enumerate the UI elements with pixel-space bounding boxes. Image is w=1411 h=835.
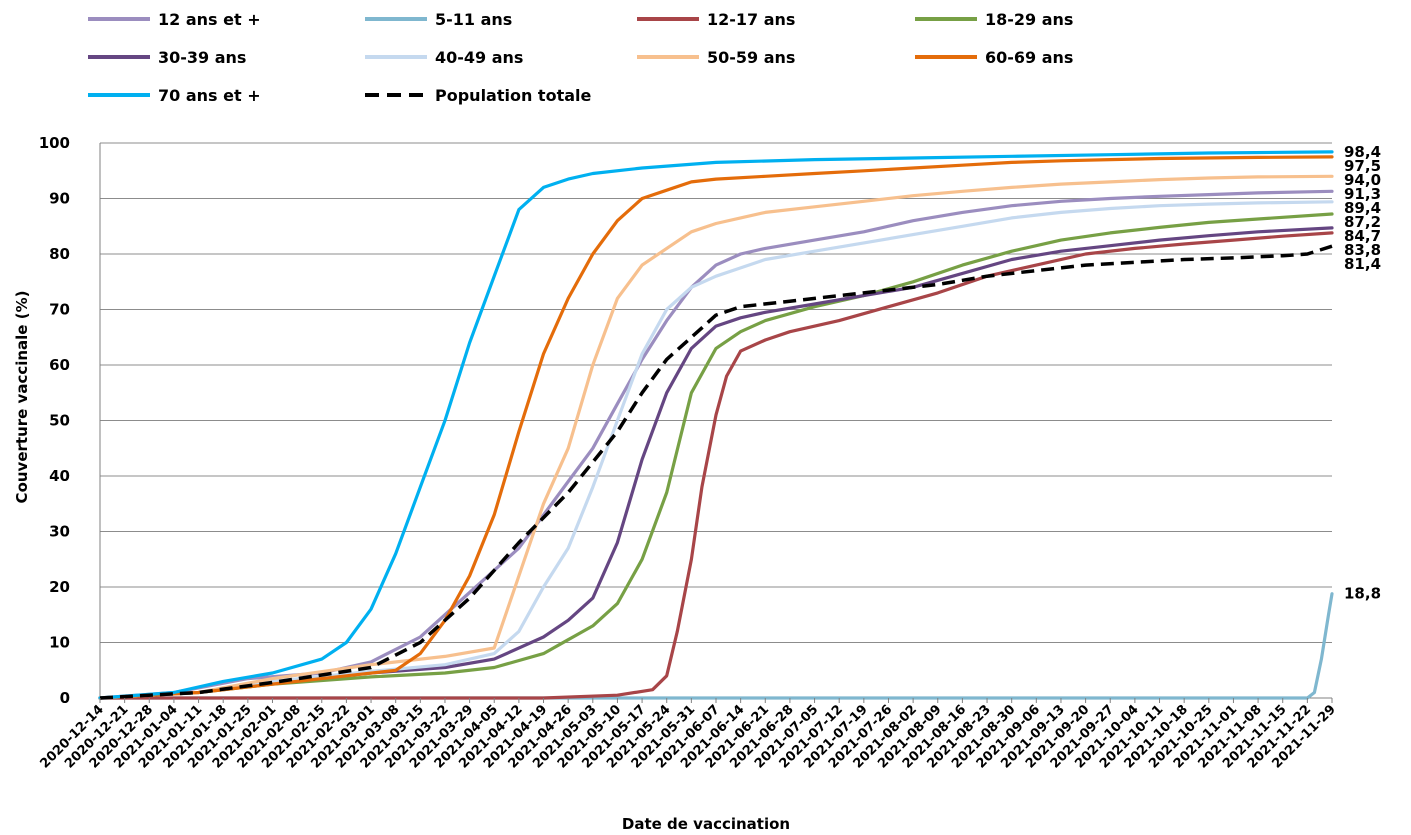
series-line-6 (98, 174, 1334, 700)
legend-label: 50-59 ans (707, 48, 795, 67)
legend-label: 70 ans et + (158, 86, 261, 105)
x-axis-ticks: 2020-12-142020-12-212020-12-282021-01-04… (37, 698, 1339, 772)
y-tick-label: 10 (49, 634, 70, 652)
y-tick-label: 100 (39, 134, 70, 152)
y-tick-label: 90 (49, 190, 70, 208)
series-end-label: 94,0 (1344, 171, 1381, 189)
legend-label: 40-49 ans (435, 48, 523, 67)
legend-label: 30-39 ans (158, 48, 246, 67)
series-line-0 (98, 189, 1334, 700)
series-line-8 (98, 150, 1334, 700)
y-tick-label: 60 (49, 356, 70, 374)
x-axis-title: Date de vaccination (622, 815, 790, 833)
y-axis-ticks: 0 10 20 30 40 50 60 70 80 90 100 (39, 134, 70, 707)
end-labels: 98,497,594,091,389,487,284,783,881,4 18,8 (1344, 143, 1381, 603)
series-line-3 (98, 212, 1334, 700)
series-end-label: 18,8 (1344, 585, 1381, 603)
y-tick-label: 0 (60, 689, 70, 707)
y-axis-title: Couverture vaccinale (%) (13, 291, 31, 504)
legend-label: 12-17 ans (707, 10, 795, 29)
y-tick-label: 50 (49, 412, 70, 430)
series-end-label: 97,5 (1344, 157, 1381, 175)
legend-label: 12 ans et + (158, 10, 261, 29)
y-tick-label: 40 (49, 467, 70, 485)
y-tick-label: 30 (49, 523, 70, 541)
series-line-7 (98, 155, 1334, 700)
legend: 12 ans et + 5-11 ans 12-17 ans 18-29 ans 30-… (88, 10, 1073, 105)
series-end-label: 84,7 (1344, 227, 1381, 245)
series-end-label: 83,8 (1344, 241, 1381, 259)
legend-label: 60-69 ans (985, 48, 1073, 67)
legend-label: 5-11 ans (435, 10, 512, 29)
series-line-1 (98, 592, 1334, 700)
series-line-4 (98, 226, 1334, 700)
legend-label: 18-29 ans (985, 10, 1073, 29)
series-end-label: 89,4 (1344, 199, 1381, 217)
series-line-5 (98, 200, 1334, 700)
legend-label: Population totale (435, 86, 592, 105)
series-line-9 (99, 244, 1333, 700)
series-line-2 (98, 231, 1334, 700)
y-tick-label: 70 (49, 301, 70, 319)
series-end-label: 81,4 (1344, 255, 1381, 273)
series-end-label: 87,2 (1344, 213, 1381, 231)
series-end-label: 98,4 (1344, 143, 1381, 161)
y-tick-label: 80 (49, 245, 70, 263)
series-layer (98, 150, 1334, 700)
series-end-label: 91,3 (1344, 185, 1381, 203)
y-tick-label: 20 (49, 578, 70, 596)
